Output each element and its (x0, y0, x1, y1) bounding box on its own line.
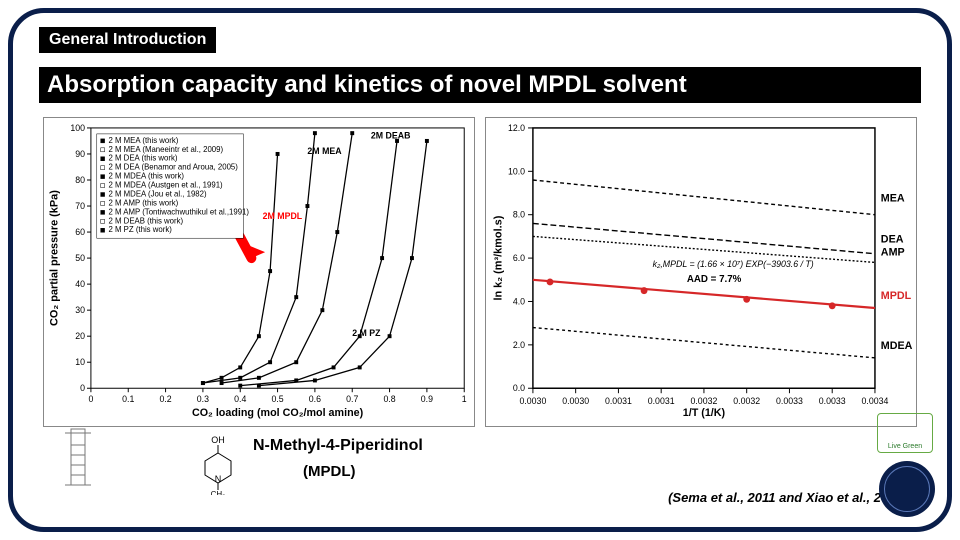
svg-text:0.0030: 0.0030 (519, 396, 546, 406)
svg-text:MDEA: MDEA (881, 340, 913, 352)
section-tab: General Introduction (39, 27, 216, 53)
svg-text:0: 0 (80, 383, 85, 393)
svg-text:2 M MEA (this work): 2 M MEA (this work) (109, 136, 179, 145)
svg-text:6.0: 6.0 (513, 253, 525, 263)
compound-abbrev: (MPDL) (303, 463, 356, 480)
left-chart: 00.10.20.30.40.50.60.70.80.9101020304050… (43, 117, 475, 427)
live-green-badge: Live Green (877, 413, 933, 453)
svg-text:2 M AMP (Tontiwachwuthikul et: 2 M AMP (Tontiwachwuthikul et al.,1991) (109, 207, 250, 216)
svg-text:0.0031: 0.0031 (648, 396, 675, 406)
svg-text:2 M DEA (this work): 2 M DEA (this work) (109, 154, 178, 163)
svg-text:0: 0 (88, 394, 93, 404)
svg-text:50: 50 (75, 253, 85, 263)
svg-text:2 M PZ: 2 M PZ (352, 328, 381, 338)
svg-text:10.0: 10.0 (508, 166, 525, 176)
svg-text:30: 30 (75, 305, 85, 315)
svg-text:0.0032: 0.0032 (690, 396, 717, 406)
svg-text:8.0: 8.0 (513, 210, 525, 220)
compound-name: N-Methyl-4-Piperidinol (253, 437, 423, 455)
svg-text:2M MEA: 2M MEA (307, 146, 342, 156)
right-chart: 0.00300.00300.00310.00310.00320.00320.00… (485, 117, 917, 427)
svg-text:0.0033: 0.0033 (776, 396, 803, 406)
svg-text:2 M DEA (Benamor and Aroua, 20: 2 M DEA (Benamor and Aroua, 2005) (109, 163, 239, 172)
svg-text:2M DEAB: 2M DEAB (371, 130, 411, 140)
slide-frame: General Introduction Absorption capacity… (8, 8, 952, 532)
svg-text:0.0034: 0.0034 (862, 396, 889, 406)
svg-text:2 M MDEA (this work): 2 M MDEA (this work) (109, 172, 185, 181)
svg-text:0.3: 0.3 (197, 394, 209, 404)
svg-text:70: 70 (75, 201, 85, 211)
slide-title: Absorption capacity and kinetics of nove… (39, 67, 921, 103)
svg-text:0.0: 0.0 (513, 383, 525, 393)
svg-text:10: 10 (75, 357, 85, 367)
svg-text:0.8: 0.8 (383, 394, 395, 404)
svg-text:CO₂ partial pressure (kPa): CO₂ partial pressure (kPa) (49, 190, 61, 326)
svg-text:0.9: 0.9 (421, 394, 433, 404)
svg-text:0.4: 0.4 (234, 394, 246, 404)
svg-text:0.0033: 0.0033 (819, 396, 846, 406)
svg-text:0.0030: 0.0030 (562, 396, 589, 406)
svg-text:0.1: 0.1 (122, 394, 134, 404)
svg-text:20: 20 (75, 331, 85, 341)
footer-area: OH N CH₃ N-Methyl-4-Piperidinol (MPDL) (… (43, 435, 917, 505)
svg-text:0.5: 0.5 (271, 394, 283, 404)
svg-text:80: 80 (75, 175, 85, 185)
charts-row: 00.10.20.30.40.50.60.70.80.9101020304050… (43, 117, 917, 427)
svg-text:4.0: 4.0 (513, 296, 525, 306)
svg-text:DEA: DEA (881, 233, 904, 245)
svg-text:AMP: AMP (881, 246, 905, 258)
svg-text:k₂,MPDL = (1.66 × 10⁷) EXP(−39: k₂,MPDL = (1.66 × 10⁷) EXP(−3903.6 / T) (653, 259, 814, 269)
molecule-icon: OH N CH₃ (193, 435, 243, 495)
svg-text:0.6: 0.6 (309, 394, 321, 404)
svg-text:0.7: 0.7 (346, 394, 358, 404)
svg-text:AAD = 7.7%: AAD = 7.7% (687, 274, 742, 285)
svg-text:MPDL: MPDL (881, 290, 912, 302)
column-icon (55, 425, 101, 495)
svg-text:90: 90 (75, 149, 85, 159)
citation-text: (Sema et al., 2011 and Xiao et al., 2017… (668, 490, 907, 505)
svg-text:0.0031: 0.0031 (605, 396, 632, 406)
svg-text:1: 1 (462, 394, 467, 404)
svg-text:100: 100 (70, 123, 85, 133)
svg-text:2 M PZ (this work): 2 M PZ (this work) (109, 225, 173, 234)
svg-text:2M MPDL: 2M MPDL (263, 211, 303, 221)
svg-text:CO₂ loading (mol CO₂/mol amine: CO₂ loading (mol CO₂/mol amine) (192, 407, 364, 419)
svg-text:2 M MDEA (Austgen et al., 1991: 2 M MDEA (Austgen et al., 1991) (109, 180, 224, 189)
svg-text:2 M AMP (this work): 2 M AMP (this work) (109, 198, 179, 207)
left-chart-svg: 00.10.20.30.40.50.60.70.80.9101020304050… (44, 118, 474, 426)
svg-text:60: 60 (75, 227, 85, 237)
svg-text:N: N (215, 474, 222, 484)
svg-text:0.2: 0.2 (159, 394, 171, 404)
svg-text:CH₃: CH₃ (211, 490, 226, 495)
svg-text:ln k₂ (m³/kmol.s): ln k₂ (m³/kmol.s) (493, 215, 505, 300)
seal-badge (879, 461, 935, 517)
svg-text:2 M MEA (Maneeintr et al., 200: 2 M MEA (Maneeintr et al., 2009) (109, 145, 224, 154)
right-chart-svg: 0.00300.00300.00310.00310.00320.00320.00… (486, 118, 916, 426)
svg-text:MEA: MEA (881, 192, 905, 204)
svg-text:40: 40 (75, 279, 85, 289)
svg-text:12.0: 12.0 (508, 123, 525, 133)
svg-text:2 M DEAB (this work): 2 M DEAB (this work) (109, 216, 184, 225)
svg-text:OH: OH (211, 435, 225, 445)
svg-text:2.0: 2.0 (513, 340, 525, 350)
svg-text:1/T (1/K): 1/T (1/K) (683, 407, 726, 419)
svg-text:2 M MDEA (Jou et al., 1982): 2 M MDEA (Jou et al., 1982) (109, 189, 207, 198)
svg-text:0.0032: 0.0032 (733, 396, 760, 406)
